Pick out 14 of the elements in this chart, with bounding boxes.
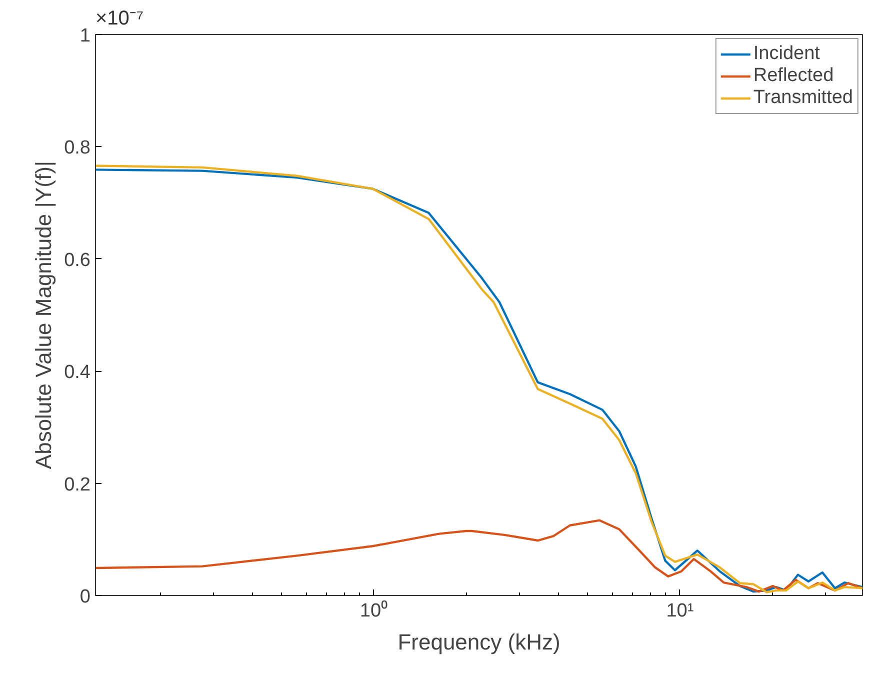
x-axis-title: Frequency (kHz): [398, 630, 560, 654]
y-tick-label: 0.4: [64, 362, 91, 384]
y-tick-label: 0.8: [64, 138, 91, 159]
text: ×10⁻⁷: [96, 8, 144, 30]
y-tick-label: 0.2: [64, 474, 91, 496]
y-tick-label: 0: [80, 586, 91, 608]
y-tick-label: 1: [80, 26, 91, 46]
legend-label: Transmitted: [753, 87, 853, 109]
legend-label: Reflected: [753, 65, 834, 87]
y-axis-title: Absolute Value Magnitude |Y(f)|: [31, 160, 56, 470]
legend-label: Incident: [753, 43, 820, 65]
x-tick-label: 10⁰: [360, 600, 388, 622]
x-tick-label: 10¹: [666, 600, 694, 622]
y-tick-label: 0.6: [64, 250, 91, 271]
